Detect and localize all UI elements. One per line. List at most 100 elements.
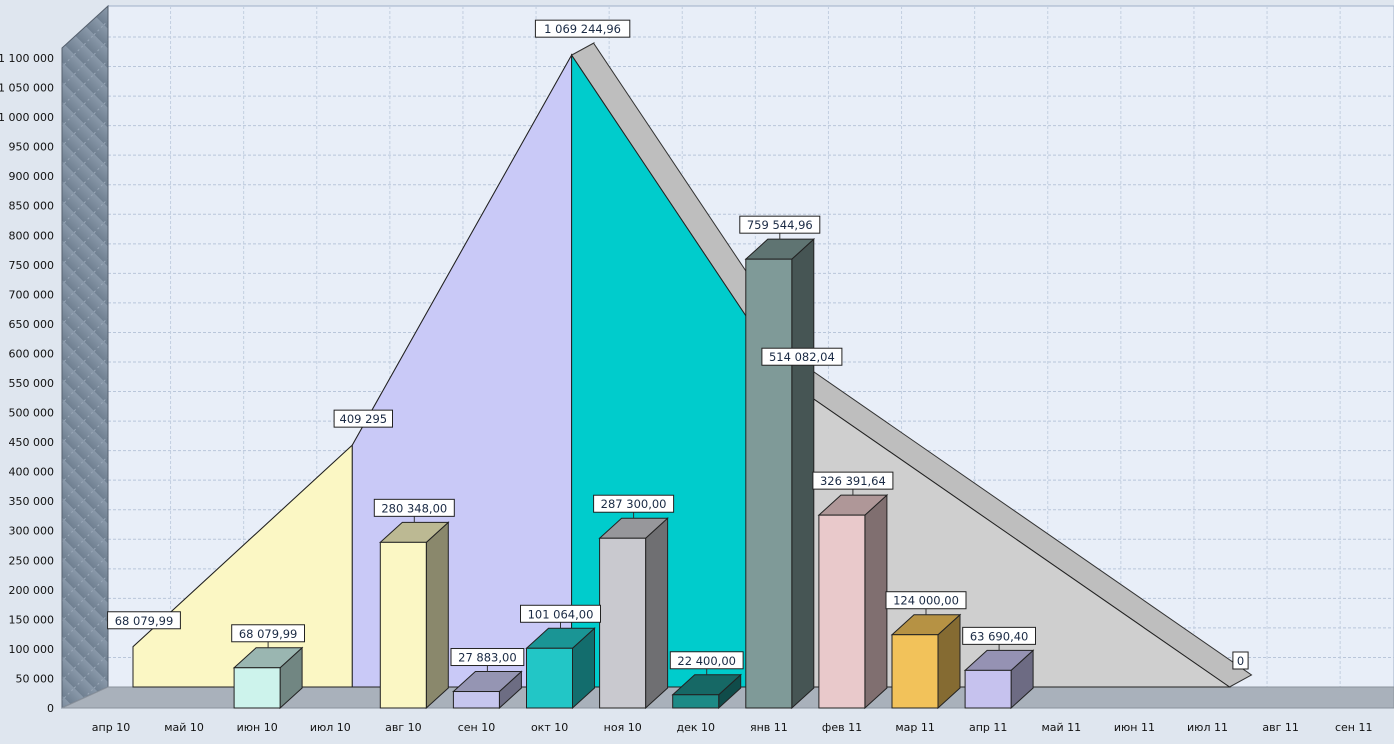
data-label-box	[373, 498, 455, 517]
x-tick-label: май 11	[1041, 721, 1081, 734]
y-tick-label: 850 000	[9, 200, 55, 213]
y-tick-label: 700 000	[9, 288, 55, 301]
x-tick-label: янв 11	[750, 721, 788, 734]
area-data-label: 0	[1232, 651, 1249, 670]
y-tick-label: 200 000	[9, 584, 55, 597]
x-tick-label: июл 10	[310, 721, 351, 734]
bar-фев-11	[890, 613, 962, 710]
y-tick-label: 0	[47, 702, 54, 715]
bar-сен-10	[525, 627, 596, 710]
bar-ноя-10	[671, 673, 742, 710]
data-label-box	[333, 409, 394, 428]
x-tick-label: мар 11	[895, 721, 935, 734]
y-tick-label: 300 000	[9, 525, 55, 538]
y-tick-label: 650 000	[9, 318, 55, 331]
data-label-box	[107, 611, 181, 630]
left-side-wall	[61, 4, 109, 709]
bar-front	[599, 537, 647, 709]
bar-side	[425, 521, 449, 710]
data-label-text: 63 690,40	[970, 629, 1029, 643]
bar-series	[232, 238, 1035, 710]
data-label-box	[520, 604, 601, 623]
bar-дек-10	[744, 238, 816, 710]
bar-авг-10	[452, 670, 523, 710]
data-label-text: 22 400,00	[677, 654, 736, 668]
bar-data-label: 280 348,00	[373, 498, 455, 523]
bar-июл-10	[379, 521, 450, 710]
area-data-label: 409 295	[333, 409, 394, 428]
bar-data-label: 326 391,64	[812, 471, 894, 496]
y-tick-label: 550 000	[9, 377, 55, 390]
y-tick-label: 1 000 000	[0, 111, 54, 124]
x-axis: апр 10 май 10 июн 10 июл 10 авг 10 сен 10 окт …	[92, 721, 1373, 734]
area-data-label: 68 079,99	[107, 611, 181, 630]
y-tick-label: 400 000	[9, 466, 55, 479]
data-label-text: 287 300,00	[601, 497, 667, 511]
area-data-label: 514 082,04	[761, 347, 843, 366]
bar-side	[645, 517, 669, 710]
y-axis: 0 50 000 100 000 150 000 200 000 250 000 300 0…	[0, 52, 54, 715]
y-tick-label: 800 000	[9, 229, 55, 242]
data-label-text: 326 391,64	[820, 474, 886, 488]
x-tick-label: июн 10	[237, 721, 278, 734]
data-label-text: 68 079,99	[239, 627, 298, 641]
bar-data-label: 63 690,40	[962, 626, 1037, 651]
bar-front	[233, 667, 281, 709]
bar-front	[891, 634, 939, 709]
data-label-box	[593, 494, 675, 513]
bar-data-label: 287 300,00	[593, 494, 675, 519]
y-tick-label: 500 000	[9, 407, 55, 420]
x-tick-label: сен 11	[1335, 721, 1373, 734]
data-label-box	[739, 215, 821, 234]
data-label-box	[231, 624, 305, 643]
x-tick-label: апр 10	[92, 721, 130, 734]
x-tick-label: май 10	[164, 721, 204, 734]
data-label-text: 759 544,96	[747, 218, 813, 232]
y-tick-label: 350 000	[9, 495, 55, 508]
data-label-text: 409 295	[340, 412, 388, 426]
bar-май-10	[232, 646, 304, 710]
x-tick-label: авг 11	[1262, 721, 1299, 734]
data-label-text: 124 000,00	[893, 594, 959, 608]
data-label-box	[669, 651, 744, 670]
data-label-box	[962, 626, 1037, 645]
bar-окт-10	[598, 517, 669, 710]
bar-front	[379, 541, 427, 709]
bar-front	[818, 514, 866, 709]
x-tick-label: ноя 10	[604, 721, 642, 734]
data-label-box	[1232, 651, 1249, 670]
x-tick-label: дек 10	[677, 721, 716, 734]
data-label-box	[761, 347, 843, 366]
y-tick-label: 450 000	[9, 436, 55, 449]
bar-data-label: 101 064,00	[520, 604, 601, 629]
data-label-text: 68 079,99	[115, 614, 174, 628]
x-tick-label: апр 11	[969, 721, 1007, 734]
y-tick-label: 900 000	[9, 170, 55, 183]
bar-data-label: 124 000,00	[885, 591, 967, 615]
data-label-text: 27 883,00	[458, 651, 517, 665]
bar-front	[672, 694, 720, 709]
data-label-box	[534, 19, 631, 38]
data-label-text: 1 069 244,96	[544, 22, 621, 36]
y-tick-label: 250 000	[9, 554, 55, 567]
bar-front	[452, 691, 500, 709]
data-labels: 68 079,99 280 348,00 27 883,00 101 064,00 28…	[107, 19, 1249, 675]
y-tick-label: 50 000	[16, 672, 55, 685]
data-label-text: 0	[1237, 654, 1244, 668]
y-tick-label: 750 000	[9, 259, 55, 272]
x-tick-label: авг 10	[385, 721, 422, 734]
x-tick-label: фев 11	[822, 721, 862, 734]
bar-data-label: 68 079,99	[231, 624, 305, 648]
data-label-text: 280 348,00	[381, 501, 447, 515]
bar-мар-11	[963, 649, 1035, 710]
x-tick-label: окт 10	[531, 721, 568, 734]
y-tick-label: 950 000	[9, 141, 55, 154]
bar-front	[745, 258, 793, 709]
bar-front	[526, 647, 573, 709]
y-tick-label: 1 100 000	[0, 52, 54, 65]
x-tick-label: сен 10	[458, 721, 496, 734]
data-label-text: 101 064,00	[528, 607, 594, 621]
data-label-box	[885, 591, 967, 610]
